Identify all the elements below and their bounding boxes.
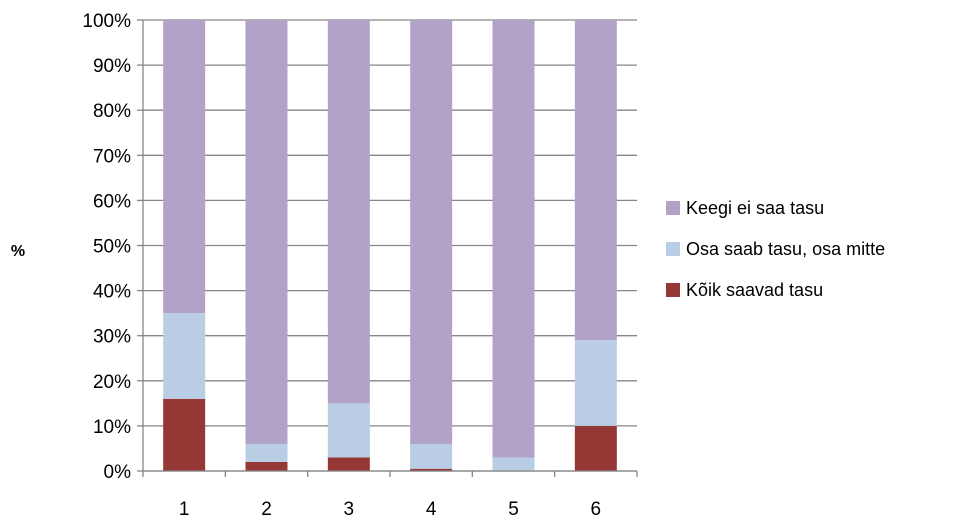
x-tick-label: 6 — [591, 499, 602, 520]
axes: 0% 10% 20% 30% 40% 50% 60% 70% 80% 90% 100% 1 2 3 4 5 6 — [82, 11, 638, 520]
y-tick-label: 80% — [93, 101, 131, 122]
y-tick-label: 100% — [82, 11, 131, 32]
legend-swatch — [666, 201, 680, 215]
bar-segment — [410, 468, 453, 471]
legend-swatch — [666, 242, 680, 256]
bar-segment — [245, 20, 288, 444]
legend-label: Kõik saavad tasu — [686, 280, 823, 300]
x-tick-label: 3 — [344, 499, 355, 520]
y-axis-title: % — [11, 243, 25, 260]
y-tick-label: 90% — [93, 56, 131, 77]
legend-label: Keegi ei saa tasu — [686, 198, 824, 218]
bar-segment — [574, 340, 617, 426]
y-tick-label: 60% — [93, 191, 131, 212]
bar-segment — [245, 443, 288, 462]
y-tick-label: 70% — [93, 146, 131, 167]
y-tick-label: 10% — [93, 417, 131, 438]
y-tick-label: 30% — [93, 327, 131, 348]
bar-segment — [327, 20, 370, 404]
y-tick-label: 20% — [93, 372, 131, 393]
legend: Keegi ei saa tasu Osa saab tasu, osa mitt… — [666, 198, 885, 300]
bar-segment — [492, 20, 535, 458]
bar-segment — [245, 461, 288, 471]
x-tick-label: 5 — [508, 499, 519, 520]
legend-label: Osa saab tasu, osa mitte — [686, 239, 885, 259]
bar-segment — [163, 398, 206, 471]
bar-segment — [327, 403, 370, 458]
legend-swatch — [666, 283, 680, 297]
bar-segment — [574, 425, 617, 471]
x-tick-label: 1 — [179, 499, 190, 520]
bar-segment — [492, 457, 535, 471]
x-tick-label: 4 — [426, 499, 437, 520]
y-tick-label: 0% — [104, 462, 132, 483]
bar-segment — [163, 313, 206, 399]
bar-segment — [410, 443, 453, 469]
bar-segment — [327, 457, 370, 471]
bar-segment — [574, 20, 617, 341]
bar-segment — [163, 20, 206, 314]
y-tick-label: 40% — [93, 282, 131, 303]
bars — [163, 20, 617, 471]
x-tick-label: 2 — [261, 499, 272, 520]
y-tick-label: 50% — [93, 237, 131, 258]
gridlines — [143, 19, 637, 472]
bar-segment — [410, 20, 453, 444]
